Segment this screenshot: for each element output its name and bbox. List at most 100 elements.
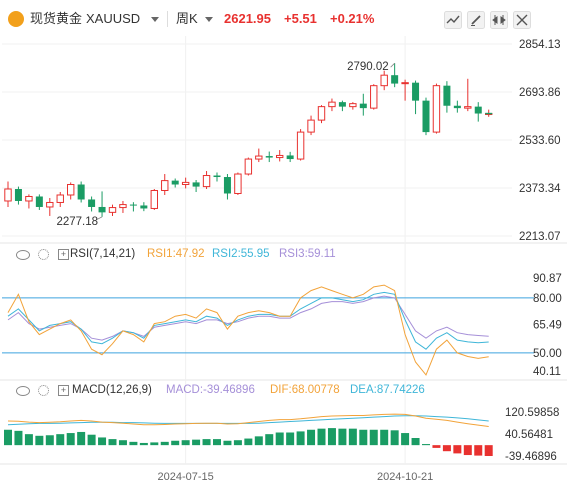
fullscreen-icon[interactable] — [513, 11, 531, 29]
candle-body — [35, 196, 43, 207]
macd-histogram-bar — [202, 439, 211, 446]
candle-body — [56, 194, 64, 203]
macd-tick-label: 120.59858 — [505, 407, 559, 419]
candle-body — [140, 205, 148, 209]
candle-body — [286, 155, 294, 160]
candle-body — [391, 75, 399, 84]
dif-value: DIF:68.00778 — [270, 384, 340, 396]
edit-icon[interactable] — [467, 11, 485, 29]
candle-body — [77, 184, 85, 200]
macd-histogram-bar — [213, 439, 221, 446]
macd-histogram-bar — [24, 434, 33, 446]
macd-histogram-bar — [150, 442, 159, 446]
macd-histogram-bar — [118, 440, 127, 446]
candle-body — [432, 85, 441, 133]
macd-settings-icon[interactable] — [38, 385, 49, 396]
candle-body — [244, 158, 253, 175]
dea-line — [7, 415, 489, 426]
candle-body — [161, 180, 169, 191]
macd-histogram-bar — [129, 441, 138, 446]
candle-body — [98, 206, 106, 213]
candle-body — [255, 155, 263, 160]
chart-area: 2790.02 2277.18 2854.13 2693.86 2533.60 2373… — [0, 36, 567, 483]
compare-icon[interactable] — [490, 11, 508, 29]
macd-histogram-bar — [286, 432, 295, 446]
macd-histogram-bar — [442, 445, 451, 452]
header-divider — [167, 11, 168, 27]
instrument-name[interactable]: 现货黄金 — [30, 11, 83, 26]
eye-icon[interactable] — [16, 250, 30, 260]
candle-body — [223, 177, 231, 194]
macd-histogram-bar — [265, 434, 274, 446]
candle-body — [150, 189, 159, 209]
macd-histogram-bar — [390, 430, 399, 446]
macd-histogram-bar — [87, 434, 96, 446]
price-tick-label: 2213.07 — [519, 231, 561, 243]
symbol-label[interactable]: XAUUSD — [86, 11, 141, 26]
macd-histogram-bar — [223, 440, 232, 446]
candle-body — [4, 188, 12, 202]
candle-body — [25, 195, 33, 202]
candle-body — [202, 175, 211, 188]
date-tick-label: 2024-10-21 — [377, 471, 433, 483]
candle-body — [67, 184, 75, 196]
macd-histogram-bar — [233, 440, 242, 446]
candle-body — [359, 103, 367, 109]
rsi-tick-label: 50.00 — [533, 348, 562, 360]
rsi-tick-label: 90.87 — [533, 273, 562, 285]
macd-histogram-bar — [453, 445, 462, 454]
settings-icon[interactable] — [38, 249, 49, 260]
candle-body — [453, 105, 461, 109]
macd-histogram-bar — [348, 428, 357, 446]
candlestick-icon[interactable] — [444, 11, 462, 29]
rsi-tick-label: 80.00 — [533, 293, 562, 305]
chevron-down-icon[interactable] — [151, 17, 159, 22]
macd-histogram-bar — [192, 439, 201, 446]
candle-body — [181, 181, 190, 186]
macd-histogram-bar — [432, 445, 441, 448]
candle-body — [317, 106, 326, 121]
rsi2-value: RSI2:55.95 — [212, 248, 270, 260]
price-tick-label: 2693.86 — [519, 87, 561, 99]
macd-histogram-bar — [307, 429, 316, 446]
macd-eye-icon[interactable] — [16, 386, 30, 396]
price-tick-label: 2533.60 — [519, 135, 561, 147]
macd-histogram-bar — [77, 431, 86, 446]
macd-histogram-bar — [369, 429, 378, 446]
last-price: 2621.95 — [224, 11, 271, 26]
macd-value: MACD:-39.46896 — [166, 384, 255, 396]
macd-histogram-bar — [14, 430, 23, 446]
macd-histogram-bar — [327, 428, 336, 446]
macd-tick-label: 40.56481 — [505, 429, 553, 441]
rsi3-value: RSI3:59.11 — [279, 248, 336, 260]
candle-body — [276, 154, 284, 159]
rsi2-line — [7, 291, 489, 350]
rsi1-line — [7, 284, 489, 376]
candle-body — [370, 85, 378, 109]
macd-histogram-bar — [401, 433, 410, 446]
candle-body — [213, 175, 221, 178]
candle-body — [108, 207, 117, 213]
candle-body — [171, 180, 179, 185]
macd-title: MACD(12,26,9) — [72, 384, 152, 396]
high-annotation: 2790.02 — [347, 61, 389, 73]
rsi1-value: RSI1:47.92 — [147, 248, 205, 260]
candle-body — [464, 106, 472, 109]
macd-histogram-bar — [296, 431, 305, 446]
dea-value: DEA:87.74226 — [350, 384, 425, 396]
macd-histogram-bar — [463, 445, 472, 456]
expand-icon[interactable]: + — [58, 249, 69, 260]
candle-body — [349, 103, 357, 108]
macd-histogram-bar — [181, 440, 190, 446]
date-tick-label: 2024-07-15 — [158, 471, 214, 483]
price-change: +5.51 — [284, 11, 317, 26]
macd-histogram-bar — [338, 428, 347, 446]
macd-histogram-bar — [45, 435, 54, 446]
period-chevron-down-icon[interactable] — [205, 17, 213, 22]
macd-histogram-bar — [317, 428, 326, 446]
price-tick-label: 2373.34 — [519, 183, 561, 195]
macd-expand-icon[interactable]: + — [58, 385, 69, 396]
period-selector[interactable]: 周K — [176, 11, 198, 26]
macd-histogram-bar — [35, 435, 44, 446]
candle-body — [307, 119, 315, 133]
